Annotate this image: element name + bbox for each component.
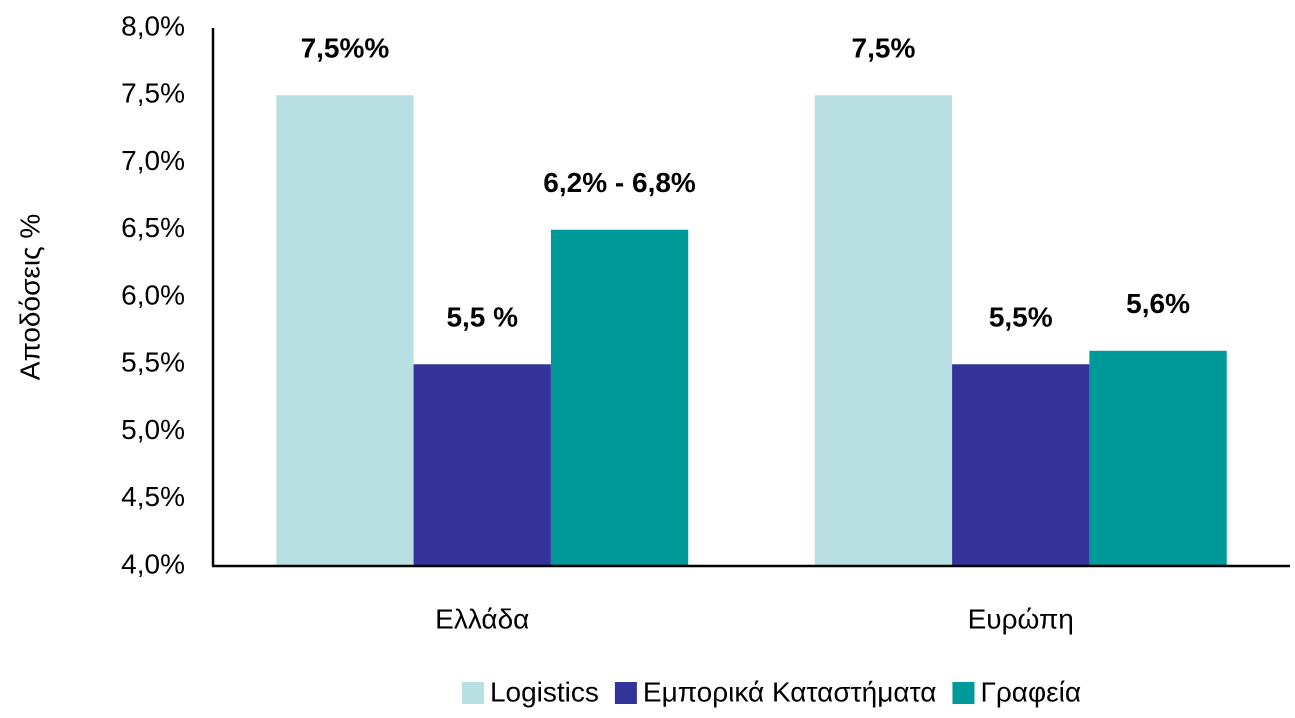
x-tick-label: Ευρώπη	[968, 603, 1074, 634]
y-axis-label: Αποδόσεις %	[14, 214, 45, 380]
x-tick-label: Ελλάδα	[435, 603, 529, 634]
value-label: 6,2% - 6,8%	[543, 167, 696, 198]
value-label: 5,5%	[989, 302, 1053, 333]
value-label: 5,5 %	[446, 302, 518, 333]
y-tick-label: 7,0%	[121, 145, 185, 176]
legend-swatch	[952, 682, 975, 704]
bar	[1089, 350, 1227, 566]
y-tick-label: 4,5%	[121, 481, 185, 512]
bar	[814, 95, 953, 566]
legend-swatch	[614, 682, 637, 704]
value-label: 5,6%	[1126, 288, 1190, 319]
y-tick-label: 8,0%	[121, 10, 185, 41]
bar	[276, 95, 414, 566]
y-tick-label: 6,5%	[121, 212, 185, 243]
y-tick-label: 5,5%	[121, 347, 185, 378]
y-tick-label: 5,0%	[121, 414, 185, 445]
bar	[550, 229, 689, 566]
y-tick-label: 4,0%	[121, 548, 185, 579]
y-tick-label: 7,5%	[121, 78, 185, 109]
legend-label: Γραφεία	[980, 676, 1081, 707]
legend-swatch	[461, 682, 484, 704]
bar	[413, 364, 551, 566]
legend-label: Εμπορικά Καταστήματα	[643, 676, 937, 707]
y-tick-label: 6,0%	[121, 279, 185, 310]
bar	[952, 364, 1090, 566]
legend-label: Logistics	[490, 676, 599, 707]
value-label: 7,5%	[852, 33, 916, 64]
value-label: 7,5%%	[301, 33, 390, 64]
